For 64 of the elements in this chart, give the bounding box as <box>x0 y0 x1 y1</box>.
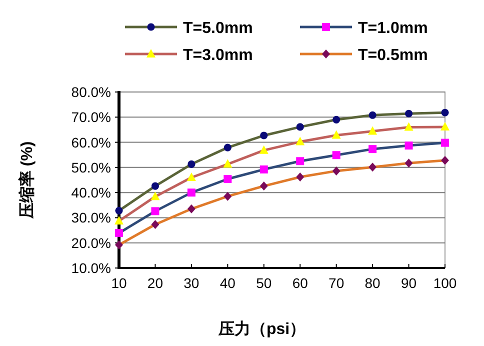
x-tick-label: 70 <box>328 275 344 291</box>
point <box>224 192 232 201</box>
x-axis-title: 压力（psi） <box>217 320 306 338</box>
point <box>441 156 449 165</box>
point <box>404 122 414 131</box>
point <box>404 110 413 118</box>
x-tick-label: 80 <box>364 275 381 291</box>
point <box>296 157 304 166</box>
point <box>368 162 377 172</box>
legend-label: T=3.0mm <box>183 47 253 64</box>
point <box>224 174 232 183</box>
point <box>151 182 160 190</box>
point <box>404 158 413 168</box>
point <box>115 240 123 250</box>
point <box>187 188 196 197</box>
x-tick-label: 100 <box>433 275 457 291</box>
y-tick-label: 40.0% <box>71 184 111 201</box>
y-tick-label: 10.0% <box>71 260 111 276</box>
point <box>404 142 413 150</box>
point <box>441 108 449 116</box>
legend-label: T=5.0mm <box>183 20 253 37</box>
x-tick-label: 90 <box>400 275 417 291</box>
y-tick-label: 30.0% <box>71 210 111 226</box>
y-axis-title: 压缩率 (%) <box>17 141 36 220</box>
point <box>187 204 196 214</box>
point <box>296 123 304 131</box>
point <box>441 138 449 147</box>
point <box>260 165 268 174</box>
point <box>223 159 232 168</box>
point <box>114 216 124 224</box>
point <box>296 136 305 146</box>
point <box>332 166 340 176</box>
y-tick-label: 70.0% <box>71 109 111 126</box>
point <box>260 182 268 191</box>
x-tick-label: 50 <box>256 275 272 291</box>
x-tick-label: 40 <box>220 275 236 291</box>
legend-label: T=0.5mm <box>358 47 428 64</box>
point <box>186 172 196 181</box>
point <box>332 130 341 139</box>
point <box>368 111 376 119</box>
y-tick-label: 80.0% <box>71 84 111 100</box>
x-tick-label: 10 <box>111 275 127 291</box>
y-tick-label: 50.0% <box>71 159 111 176</box>
point <box>260 132 268 140</box>
point <box>440 122 450 130</box>
x-tick-label: 20 <box>147 275 164 291</box>
point <box>150 192 160 200</box>
point <box>296 172 304 182</box>
point <box>115 206 123 214</box>
point <box>332 116 340 124</box>
point <box>115 229 123 238</box>
point <box>368 145 377 154</box>
legend-label: T=1.0mm <box>358 20 428 37</box>
point <box>151 207 160 216</box>
point <box>224 144 232 152</box>
point <box>259 145 268 154</box>
point <box>332 151 340 160</box>
y-tick-label: 60.0% <box>71 134 111 150</box>
point <box>368 126 378 135</box>
point <box>151 220 160 230</box>
point <box>188 160 196 168</box>
y-tick-label: 20.0% <box>71 234 111 251</box>
x-tick-label: 30 <box>184 275 200 291</box>
x-tick-label: 60 <box>292 275 308 291</box>
